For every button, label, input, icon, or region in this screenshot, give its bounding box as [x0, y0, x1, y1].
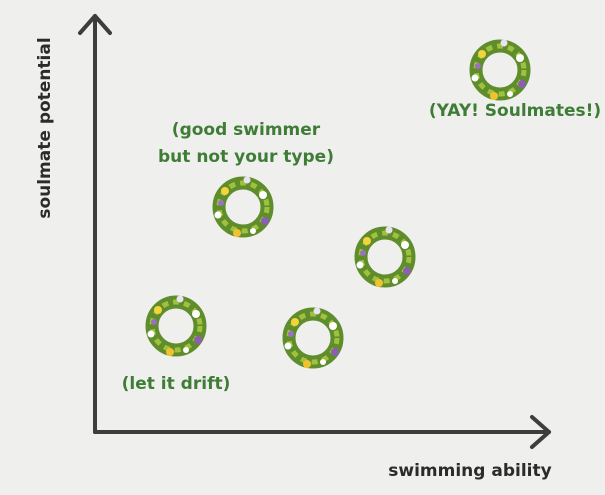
page: soulmate potential swimming ability (YAY… [0, 0, 605, 491]
y-axis-label: soulmate potential [35, 37, 55, 218]
x-axis-label: swimming ability [388, 461, 551, 481]
annotation: but not your type) [158, 147, 334, 167]
annotation: (YAY! Soulmates!) [429, 101, 601, 121]
background [0, 0, 605, 491]
diagram: soulmate potential swimming ability (YAY… [0, 0, 605, 491]
annotation: (let it drift) [122, 374, 231, 394]
annotation: (good swimmer [172, 120, 321, 140]
